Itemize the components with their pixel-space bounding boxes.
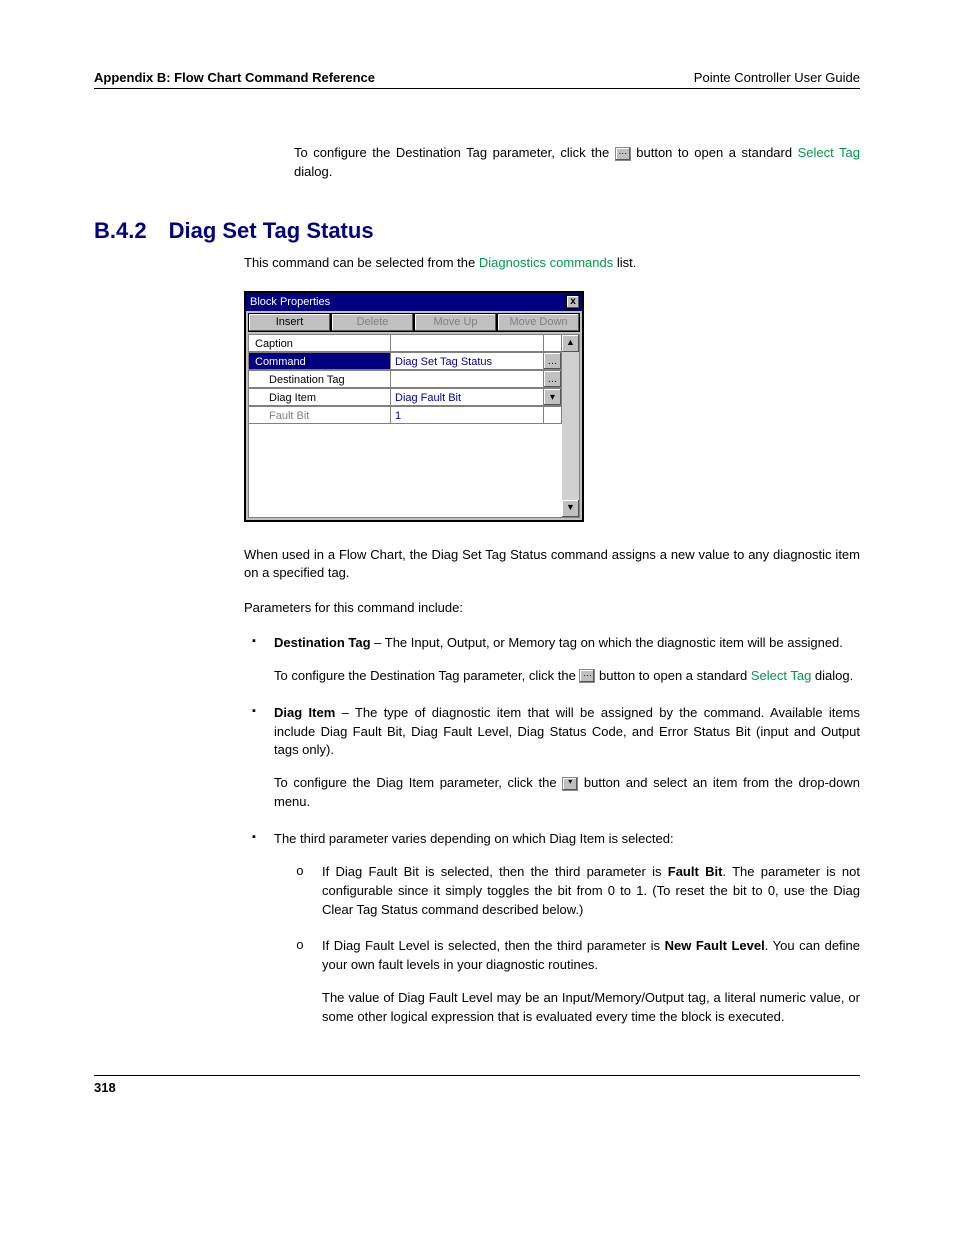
section-intro-b: list.	[613, 255, 636, 270]
third-param-text: The third parameter varies depending on …	[274, 831, 674, 846]
parameter-list: Destination Tag – The Input, Output, or …	[244, 634, 860, 1027]
caption-label: Caption	[248, 334, 390, 352]
insert-button[interactable]: Insert	[248, 313, 331, 332]
dest-sub-c: dialog.	[811, 668, 853, 683]
command-label: Command	[248, 352, 390, 370]
page-number: 318	[94, 1080, 116, 1095]
fault-bit-value[interactable]: 1	[390, 406, 544, 424]
block-properties-dialog: Block Properties x Insert Delete Move Up…	[244, 291, 584, 522]
dialog-close-button[interactable]: x	[566, 295, 580, 309]
dropdown-button-icon	[562, 777, 578, 791]
delete-button[interactable]: Delete	[331, 313, 414, 332]
grid-row-fault-bit[interactable]: Fault Bit 1	[248, 406, 562, 424]
grid-row-destination-tag[interactable]: Destination Tag …	[248, 370, 562, 388]
scroll-down-button[interactable]: ▼	[562, 500, 579, 517]
diag-item-subpara: To configure the Diag Item parameter, cl…	[274, 774, 860, 812]
param-destination-tag: Destination Tag – The Input, Output, or …	[274, 634, 860, 686]
header-left: Appendix B: Flow Chart Command Reference	[94, 70, 375, 85]
page-footer: 318	[94, 1075, 860, 1095]
section-title-text: Diag Set Tag Status	[169, 218, 374, 244]
diag-item-text: – The type of diagnostic item that will …	[274, 705, 860, 758]
move-down-button[interactable]: Move Down	[497, 313, 580, 332]
diag-item-bold: Diag Item	[274, 705, 335, 720]
sub1-bold: Fault Bit	[668, 864, 723, 879]
command-ellipsis-button[interactable]: …	[544, 352, 562, 370]
diag-item-dropdown-button[interactable]: ▾	[544, 388, 562, 406]
intro-text-a: To configure the Destination Tag paramet…	[294, 145, 615, 160]
destination-tag-subpara: To configure the Destination Tag paramet…	[274, 667, 860, 686]
section-intro: This command can be selected from the Di…	[244, 254, 860, 273]
ellipsis-button-icon	[615, 147, 631, 161]
section-number: B.4.2	[94, 218, 147, 244]
fault-bit-row-spacer	[544, 406, 562, 424]
sub2-extra: The value of Diag Fault Level may be an …	[322, 989, 860, 1027]
diag-item-value[interactable]: Diag Fault Bit	[390, 388, 544, 406]
destination-tag-text: – The Input, Output, or Memory tag on wh…	[371, 635, 843, 650]
destination-tag-ellipsis-button[interactable]: …	[544, 370, 562, 388]
destination-tag-label: Destination Tag	[248, 370, 390, 388]
ellipsis-button-icon	[579, 669, 595, 683]
scroll-up-button[interactable]: ▲	[562, 335, 579, 352]
subitem-fault-bit: If Diag Fault Bit is selected, then the …	[322, 863, 860, 920]
param-diag-item: Diag Item – The type of diagnostic item …	[274, 704, 860, 812]
page-header: Appendix B: Flow Chart Command Reference…	[94, 70, 860, 89]
body-p2: Parameters for this command include:	[244, 599, 860, 618]
diag-sub-a: To configure the Diag Item parameter, cl…	[274, 775, 562, 790]
caption-row-spacer	[544, 334, 562, 352]
dialog-grid: Caption Command Diag Set Tag Status … De…	[248, 334, 580, 518]
dialog-toolbar: Insert Delete Move Up Move Down	[246, 311, 582, 332]
command-value[interactable]: Diag Set Tag Status	[390, 352, 544, 370]
caption-value[interactable]	[390, 334, 544, 352]
intro-text-b: button to open a standard	[636, 145, 797, 160]
dialog-title: Block Properties	[250, 296, 330, 308]
diag-item-label: Diag Item	[248, 388, 390, 406]
header-right: Pointe Controller User Guide	[694, 70, 860, 85]
fault-bit-label: Fault Bit	[248, 406, 390, 424]
section-heading: B.4.2 Diag Set Tag Status	[94, 218, 860, 244]
sub2-a: If Diag Fault Level is selected, then th…	[322, 938, 665, 953]
intro-paragraph: To configure the Destination Tag paramet…	[294, 144, 860, 182]
third-param-sublist: If Diag Fault Bit is selected, then the …	[274, 863, 860, 1027]
dialog-titlebar[interactable]: Block Properties x	[246, 293, 582, 311]
body-p1: When used in a Flow Chart, the Diag Set …	[244, 546, 860, 584]
select-tag-link[interactable]: Select Tag	[751, 668, 811, 683]
destination-tag-bold: Destination Tag	[274, 635, 371, 650]
select-tag-link[interactable]: Select Tag	[798, 145, 860, 160]
grid-row-diag-item[interactable]: Diag Item Diag Fault Bit ▾	[248, 388, 562, 406]
dest-sub-b: button to open a standard	[595, 668, 750, 683]
diagnostics-commands-link[interactable]: Diagnostics commands	[479, 255, 613, 270]
destination-tag-value[interactable]	[390, 370, 544, 388]
grid-row-caption[interactable]: Caption	[248, 334, 562, 352]
intro-text-c: dialog.	[294, 164, 332, 179]
section-intro-a: This command can be selected from the	[244, 255, 479, 270]
dest-sub-a: To configure the Destination Tag paramet…	[274, 668, 579, 683]
sub1-a: If Diag Fault Bit is selected, then the …	[322, 864, 668, 879]
grid-scrollbar[interactable]: ▲ ▼	[562, 334, 580, 518]
param-third: The third parameter varies depending on …	[274, 830, 860, 1027]
grid-row-command[interactable]: Command Diag Set Tag Status …	[248, 352, 562, 370]
move-up-button[interactable]: Move Up	[414, 313, 497, 332]
subitem-fault-level: If Diag Fault Level is selected, then th…	[322, 937, 860, 1026]
grid-empty-area	[248, 424, 562, 518]
sub2-bold: New Fault Level	[665, 938, 765, 953]
